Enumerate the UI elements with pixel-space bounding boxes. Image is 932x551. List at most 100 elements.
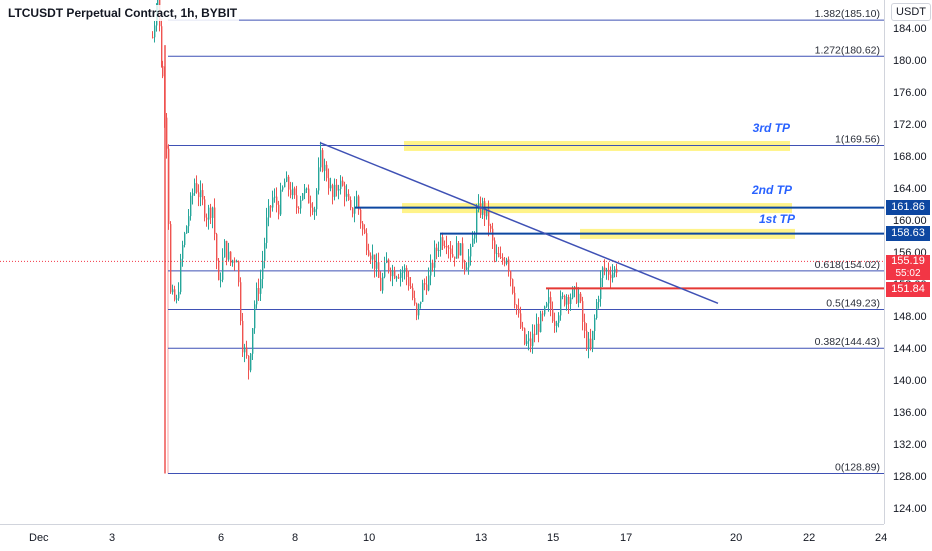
candle-body bbox=[468, 256, 470, 268]
fib-level-label: 0.5(149.23) bbox=[826, 297, 880, 309]
candle-body bbox=[192, 193, 194, 196]
candle-body bbox=[538, 323, 540, 332]
time-tick: 15 bbox=[547, 532, 560, 544]
candle-body bbox=[534, 333, 536, 335]
price-tick: 144.00 bbox=[893, 343, 927, 355]
candle-body bbox=[178, 291, 180, 299]
currency-button[interactable]: USDT bbox=[891, 3, 931, 21]
current-price-tag: 155.19 bbox=[886, 255, 930, 268]
candle-body bbox=[220, 279, 222, 281]
candle-body bbox=[402, 271, 404, 273]
candle-body bbox=[454, 256, 456, 259]
candle-body bbox=[368, 250, 370, 256]
candle-body bbox=[556, 322, 558, 326]
candle-body bbox=[554, 321, 556, 326]
candle-body bbox=[304, 188, 306, 194]
candle-body bbox=[444, 245, 446, 247]
candle-body bbox=[172, 289, 174, 293]
candle-body bbox=[530, 338, 532, 347]
candle-body bbox=[486, 209, 488, 217]
candle-body bbox=[480, 203, 482, 215]
candle-body bbox=[512, 279, 514, 293]
candle-body bbox=[516, 305, 518, 309]
candle-body bbox=[242, 320, 244, 353]
candle-body bbox=[558, 315, 560, 323]
candle-body bbox=[426, 284, 428, 291]
candle-body bbox=[542, 313, 544, 315]
candle-body bbox=[200, 190, 202, 198]
candle-body bbox=[376, 262, 378, 269]
candle-body bbox=[598, 298, 600, 303]
candle-body bbox=[490, 225, 492, 229]
candle-body bbox=[161, 26, 163, 66]
price-chart[interactable]: 1.382(185.10) 1.272(180.62) 1(169.56) 0.618… bbox=[0, 0, 884, 524]
candle-body bbox=[274, 196, 276, 198]
candle-body bbox=[596, 302, 598, 318]
candle-body bbox=[194, 183, 196, 194]
candle-body bbox=[218, 260, 220, 281]
time-axis[interactable]: Dec 3 6 8 10 13 15 17 20 22 24 bbox=[0, 524, 887, 551]
candle-body bbox=[284, 181, 286, 188]
candle-body bbox=[356, 196, 358, 207]
candle-body bbox=[162, 65, 164, 77]
candle-body bbox=[506, 259, 508, 264]
candle-body bbox=[408, 277, 410, 287]
candle-body bbox=[602, 267, 604, 279]
candle-body bbox=[166, 117, 168, 149]
candle-body bbox=[360, 209, 362, 224]
chart-area[interactable]: 1.382(185.10) 1.272(180.62) 1(169.56) 0.618… bbox=[0, 0, 884, 524]
symbol-title: LTCUSDT Perpetual Contract, 1h, BYBIT bbox=[6, 5, 240, 21]
candle-body bbox=[314, 209, 316, 213]
candle-body bbox=[184, 233, 186, 245]
candle-body bbox=[342, 180, 344, 186]
candle-body bbox=[496, 253, 498, 255]
candle-body bbox=[302, 193, 304, 201]
candle-body bbox=[254, 304, 256, 329]
candle-body bbox=[460, 243, 462, 256]
candle-body bbox=[494, 240, 496, 254]
candle-body bbox=[300, 200, 302, 209]
candle-body bbox=[476, 209, 478, 235]
price-tick: 184.00 bbox=[893, 23, 927, 35]
candle-body bbox=[212, 207, 214, 218]
target-label: 3rd TP bbox=[753, 121, 791, 135]
candle-body bbox=[282, 187, 284, 190]
candle-body bbox=[550, 297, 552, 310]
candle-body bbox=[176, 298, 178, 300]
candle-body bbox=[244, 347, 246, 353]
candle-body bbox=[336, 184, 338, 191]
candle-body bbox=[608, 269, 610, 275]
candle-body bbox=[226, 240, 228, 260]
candle-body bbox=[268, 205, 270, 218]
target-label: 1st TP bbox=[759, 212, 796, 226]
time-tick: 3 bbox=[109, 532, 116, 544]
candle-body bbox=[208, 207, 210, 220]
price-tag-1st-tp: 158.63 bbox=[886, 226, 930, 241]
candle-body bbox=[432, 262, 434, 268]
candle-body bbox=[616, 268, 618, 273]
time-tick: 20 bbox=[730, 532, 743, 544]
candle-body bbox=[520, 313, 522, 328]
candle-body bbox=[280, 189, 282, 215]
candle-body bbox=[590, 338, 592, 349]
price-tick: 164.00 bbox=[893, 183, 927, 195]
candle-body bbox=[576, 286, 578, 303]
candle-body bbox=[586, 330, 588, 349]
candle-body bbox=[188, 216, 190, 227]
candle-body bbox=[276, 196, 278, 205]
candle-body bbox=[252, 328, 254, 354]
candle-body bbox=[332, 185, 334, 197]
candle-body bbox=[438, 249, 440, 252]
candle-body bbox=[536, 323, 538, 335]
candle-body bbox=[152, 37, 154, 39]
time-tick: 10 bbox=[363, 532, 376, 544]
candle-body bbox=[434, 247, 436, 268]
bar-countdown: 55:02 bbox=[886, 268, 930, 280]
candle-body bbox=[548, 297, 550, 304]
candle-body bbox=[224, 240, 226, 258]
candle-body bbox=[422, 283, 424, 302]
fib-level-label: 1.272(180.62) bbox=[815, 44, 880, 56]
price-tick: 128.00 bbox=[893, 471, 927, 483]
candle-body bbox=[466, 267, 468, 270]
candle-body bbox=[290, 189, 292, 196]
